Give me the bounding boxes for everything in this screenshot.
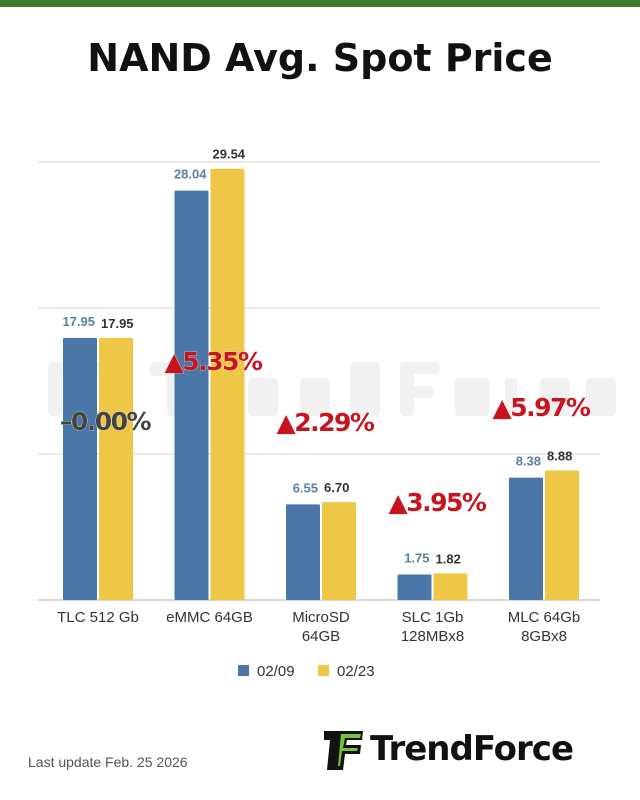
bar-02/09 — [509, 477, 543, 600]
bar-02/23 — [545, 470, 579, 600]
change-annotation: ▲2.29% — [277, 408, 375, 437]
bar-02/23 — [210, 168, 245, 600]
change-annotation: –0.00% — [60, 407, 152, 436]
data-label: 1.82 — [436, 551, 461, 566]
watermark-shape — [455, 378, 489, 416]
top-accent-bar — [0, 0, 640, 7]
x-tick-label: 128MBx8 — [401, 628, 464, 645]
legend-swatch — [318, 665, 329, 676]
bar-02/09 — [286, 504, 320, 600]
watermark-shape — [248, 378, 278, 416]
data-label: 6.55 — [293, 480, 318, 495]
data-label: 28.04 — [174, 167, 207, 182]
x-tick-label: 64GB — [302, 628, 340, 645]
trendforce-logo-icon — [324, 731, 363, 770]
data-label: 6.70 — [324, 480, 349, 495]
watermark-shape — [300, 378, 330, 416]
legend-label: 02/23 — [337, 663, 375, 680]
legend-swatch — [238, 665, 249, 676]
chart-title: NAND Avg. Spot Price — [87, 36, 553, 80]
x-tick-label: MLC 64Gb — [508, 609, 581, 626]
x-tick-label: MicroSD — [292, 609, 350, 626]
bar-02/23 — [433, 573, 468, 600]
data-label: 8.38 — [516, 454, 541, 469]
watermark-shape — [540, 378, 570, 416]
watermark-shape — [400, 362, 440, 374]
watermark-shape — [400, 386, 434, 398]
change-annotation: ▲5.35% — [165, 347, 263, 376]
data-label: 29.54 — [213, 147, 246, 162]
data-label: 1.75 — [404, 550, 429, 565]
logo-text: TrendForce — [370, 729, 574, 769]
change-annotation: ▲5.97% — [493, 393, 591, 422]
x-tick-label: SLC 1Gb — [402, 609, 464, 626]
change-annotation: ▲3.95% — [389, 488, 487, 517]
last-update: Last update Feb. 25 2026 — [28, 754, 188, 770]
legend-label: 02/09 — [257, 663, 295, 680]
bar-02/23 — [322, 502, 356, 600]
bar-chart: 17.95 17.95 TLC 512 Gb 28.04 29.54 eMMC 64GB 6… — [38, 147, 616, 680]
bar-02/09 — [174, 190, 209, 600]
watermark-shape — [350, 362, 380, 416]
watermark-shape — [586, 378, 616, 416]
x-tick-label: eMMC 64GB — [166, 609, 253, 626]
x-tick-label: TLC 512 Gb — [57, 609, 139, 626]
data-label: 8.88 — [547, 448, 572, 463]
data-label: 17.95 — [62, 314, 95, 329]
bar-02/23 — [99, 337, 133, 600]
watermark-shape — [48, 362, 62, 416]
x-tick-label: 8GBx8 — [521, 628, 567, 645]
watermark-shape — [505, 378, 517, 416]
data-label: 17.95 — [101, 316, 134, 331]
bar-02/09 — [397, 574, 432, 600]
trendforce-logo: TrendForce — [324, 728, 574, 770]
bar-02/09 — [63, 337, 97, 600]
